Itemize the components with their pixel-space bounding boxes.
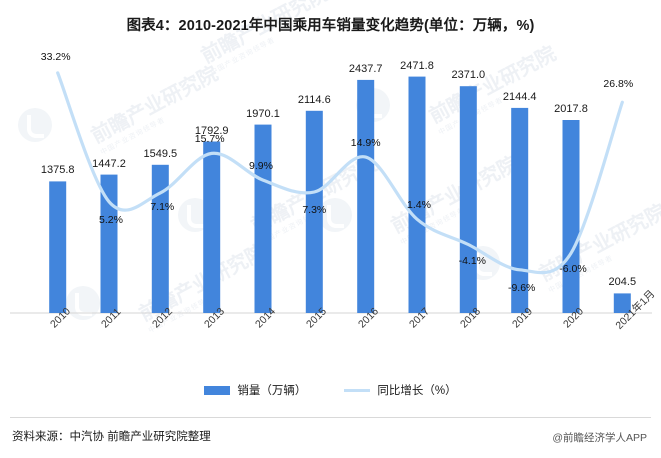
bar-2018 xyxy=(459,86,477,313)
growth-value-label: 26.8% xyxy=(603,78,634,91)
growth-value-label: -9.6% xyxy=(507,281,536,294)
legend-label-sales: 销量（万辆） xyxy=(237,385,307,397)
bar-2016 xyxy=(357,79,375,314)
bar-value-label: 2471.8 xyxy=(400,59,434,72)
growth-value-label: 15.7% xyxy=(194,133,225,146)
bar-2012 xyxy=(151,164,169,313)
bar-2020 xyxy=(562,120,580,313)
growth-value-label: 1.4% xyxy=(407,199,431,212)
bar-2019 xyxy=(511,107,529,314)
bar-2021年1月 xyxy=(613,293,631,313)
chart-title: 图表4：2010-2021年中国乘用车销量变化趋势(单位：万辆，%) xyxy=(126,18,535,34)
bar-value-label: 1375.8 xyxy=(40,164,75,177)
legend-item-sales[interactable]: 销量（万辆） xyxy=(204,382,306,398)
bar-value-label: 1549.5 xyxy=(143,147,178,160)
growth-value-label: 14.9% xyxy=(350,137,381,150)
chart-plot-svg xyxy=(10,71,652,314)
footer-divider xyxy=(10,417,651,418)
legend-line-swatch-icon xyxy=(344,388,371,392)
bar-value-label: 2437.7 xyxy=(348,62,383,75)
footer-brand-text: @前瞻经济学人APP xyxy=(552,432,647,444)
growth-value-label: 33.2% xyxy=(40,50,71,63)
growth-value-label: 7.1% xyxy=(150,200,175,213)
bar-value-label: 1970.1 xyxy=(246,107,280,120)
growth-value-label: -4.1% xyxy=(458,254,487,267)
bar-2015 xyxy=(305,110,323,313)
bar-value-label: 204.5 xyxy=(608,276,637,289)
growth-line xyxy=(56,71,624,275)
legend-item-growth[interactable]: 同比增长（%） xyxy=(344,382,457,398)
plot-area xyxy=(0,38,661,320)
growth-value-label: 5.2% xyxy=(99,213,123,226)
growth-value-label: 7.3% xyxy=(302,204,327,216)
bar-value-label: 2144.4 xyxy=(502,90,537,103)
x-axis-labels: 2010 2011 2012 2013 2014 2015 2016 2017 2018 2019… xyxy=(0,288,661,376)
bar-2014 xyxy=(254,124,272,313)
bar-2017 xyxy=(408,76,426,313)
bar-value-label: 1792.9 xyxy=(194,124,229,137)
bar-value-label: 2114.6 xyxy=(297,93,331,106)
bar-2011 xyxy=(100,174,118,313)
bar-2010 xyxy=(49,181,67,313)
bar-2013 xyxy=(203,141,221,313)
bar-value-label: 1447.2 xyxy=(92,157,126,170)
legend-bar-swatch-icon xyxy=(204,385,231,395)
footer-source-text: 资料来源：中汽协 前瞻产业研究院整理 xyxy=(12,431,211,443)
chart-legend: 销量（万辆） 同比增长（%） xyxy=(0,382,661,398)
growth-value-label: -6.0% xyxy=(559,263,587,276)
growth-value-label: 9.9% xyxy=(249,160,273,173)
bar-value-label: 2371.0 xyxy=(451,69,486,82)
legend-label-growth: 同比增长（%） xyxy=(377,385,457,397)
bar-value-label: 2017.8 xyxy=(554,103,588,115)
